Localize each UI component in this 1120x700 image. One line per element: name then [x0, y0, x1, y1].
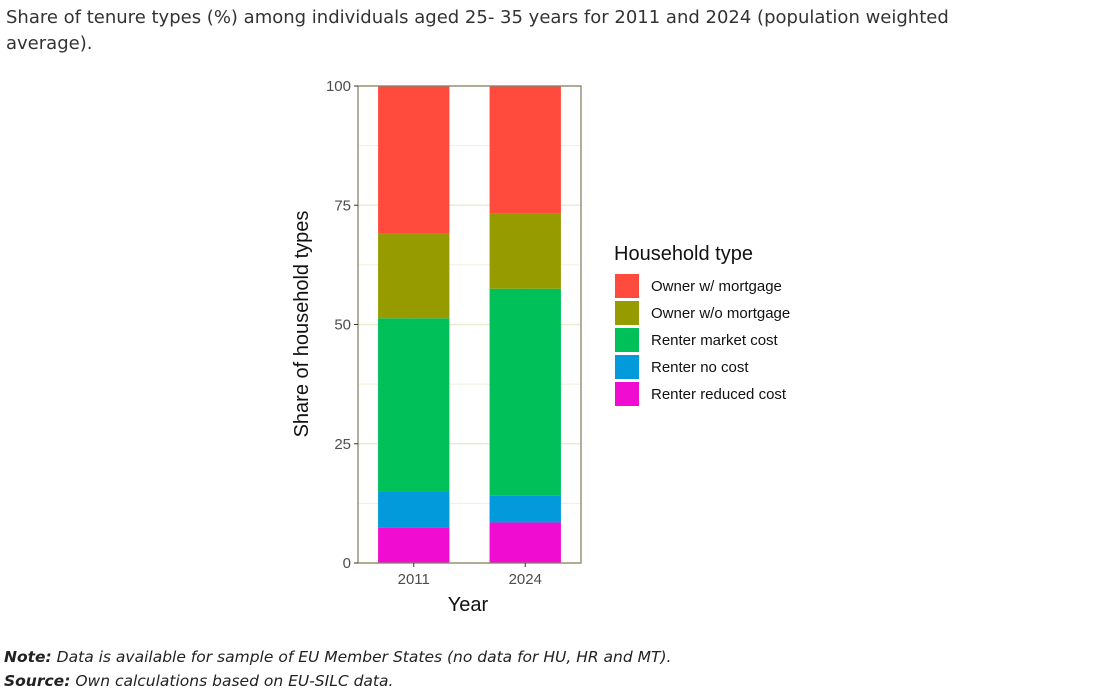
- bar-segment: [489, 86, 561, 214]
- chart-title: Share of tenure types (%) among individu…: [6, 7, 949, 54]
- y-tick-label: 75: [334, 197, 351, 214]
- legend-swatch: [615, 328, 639, 352]
- bar-segment: [489, 522, 561, 563]
- y-tick-label: 25: [334, 436, 351, 453]
- bar-segment: [378, 233, 450, 319]
- legend-label: Renter market cost: [651, 332, 779, 349]
- legend-title: Household type: [614, 243, 753, 265]
- y-tick-label: 0: [343, 555, 351, 572]
- legend-swatch: [615, 382, 639, 406]
- bar-segment: [378, 527, 450, 563]
- bar-segment: [378, 318, 450, 492]
- x-tick-label: 2011: [398, 571, 430, 588]
- legend-swatch: [615, 274, 639, 298]
- bar-segment: [489, 288, 561, 496]
- note-line: Note: Data is available for sample of EU…: [4, 648, 671, 666]
- legend-label: Renter no cost: [651, 359, 749, 376]
- y-tick-label: 50: [334, 317, 351, 334]
- source-label: Source:: [4, 672, 71, 690]
- bar-segment: [489, 495, 561, 523]
- legend-label: Owner w/ mortgage: [651, 278, 782, 295]
- y-axis-label: Share of household types: [291, 211, 313, 438]
- y-tick-label: 100: [326, 78, 351, 95]
- bar-segment: [378, 491, 450, 528]
- legend-swatch: [615, 301, 639, 325]
- note-text: Data is available for sample of EU Membe…: [51, 648, 672, 666]
- legend-swatch: [615, 355, 639, 379]
- x-tick-label: 2024: [509, 571, 542, 588]
- x-axis-label: Year: [448, 594, 489, 616]
- legend-label: Owner w/o mortgage: [651, 305, 790, 322]
- bar-segment: [378, 86, 450, 234]
- source-line: Source: Own calculations based on EU-SIL…: [4, 672, 393, 690]
- source-text: Own calculations based on EU-SILC data.: [70, 672, 394, 690]
- bar-segment: [489, 213, 561, 289]
- legend-label: Renter reduced cost: [651, 386, 787, 403]
- note-label: Note:: [4, 648, 52, 666]
